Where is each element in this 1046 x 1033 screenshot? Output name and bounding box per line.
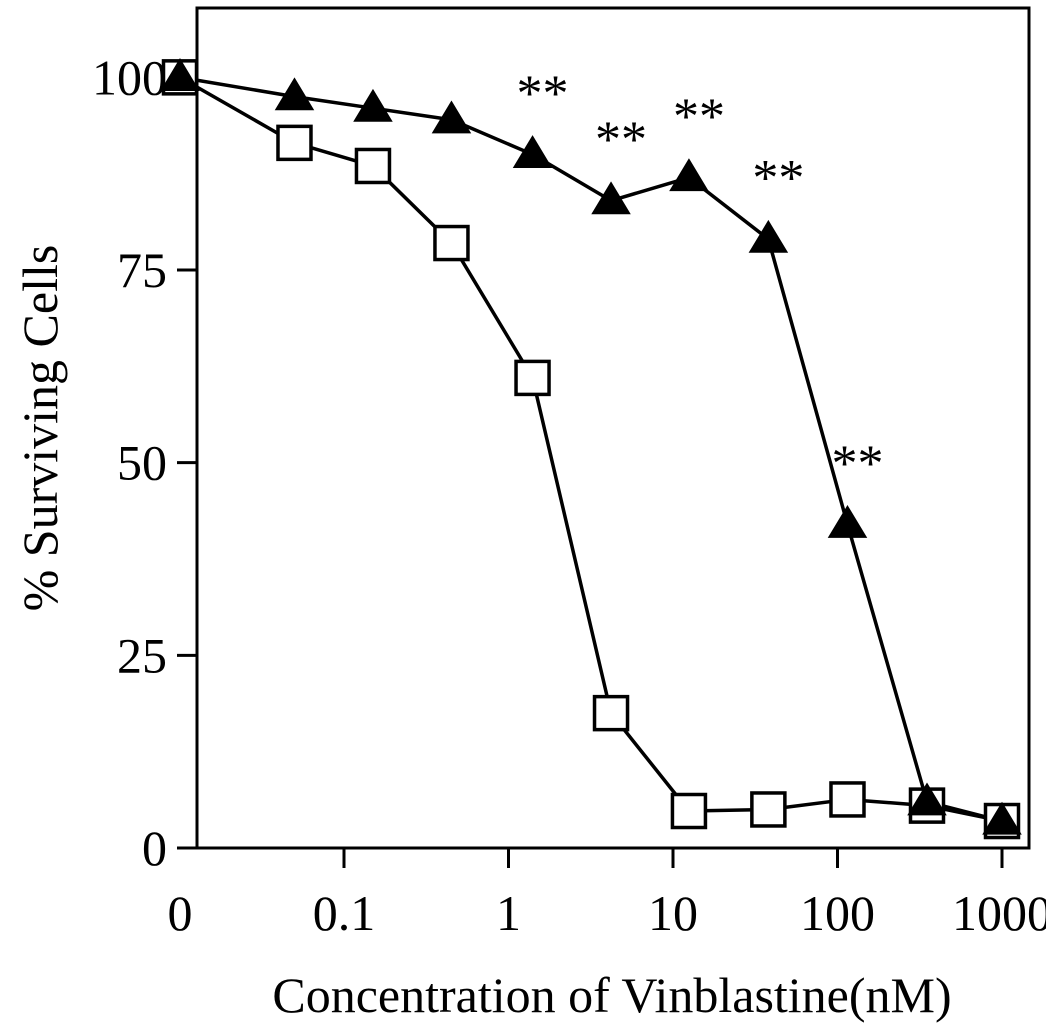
- significance-annotations: ** ** ** ** **: [517, 65, 884, 492]
- open-square-point: [752, 793, 785, 826]
- open-square-point: [278, 126, 311, 159]
- x-tick-label: 1: [496, 885, 521, 941]
- filled-triangle-point: [515, 137, 551, 167]
- open-square-point: [356, 149, 389, 182]
- significance-marker: **: [752, 150, 804, 207]
- filled-triangle-point: [829, 507, 865, 537]
- x-tick-label: 0.1: [313, 885, 376, 941]
- x-axis: 0 0.1 1 10 100 1000: [168, 848, 1046, 941]
- open-square-point: [595, 697, 628, 730]
- y-tick-label: 100: [92, 49, 167, 105]
- y-tick-label: 75: [117, 242, 167, 298]
- significance-marker: **: [517, 65, 569, 122]
- significance-marker: **: [831, 435, 883, 492]
- x-tick-label: 1000: [952, 885, 1046, 941]
- filled-triangle-point: [750, 222, 786, 252]
- significance-marker: **: [595, 112, 647, 169]
- open-square-point: [672, 795, 705, 828]
- series-markers: [162, 60, 1020, 838]
- filled-triangle-point: [671, 160, 707, 190]
- open-square-point: [435, 227, 468, 260]
- y-tick-label: 25: [117, 627, 167, 683]
- x-tick-label: 100: [800, 885, 875, 941]
- y-tick-label: 50: [117, 435, 167, 491]
- y-tick-label: 0: [142, 820, 167, 876]
- x-axis-label: Concentration of Vinblastine(nM): [272, 967, 951, 1023]
- y-axis: 0 25 50 75 100: [92, 49, 197, 876]
- x-tick-label: 0: [168, 885, 193, 941]
- open-square-point: [831, 783, 864, 816]
- significance-marker: **: [673, 89, 725, 146]
- open-square-point: [516, 361, 549, 394]
- x-tick-label: 10: [648, 885, 698, 941]
- y-axis-label: % Surviving Cells: [12, 245, 68, 612]
